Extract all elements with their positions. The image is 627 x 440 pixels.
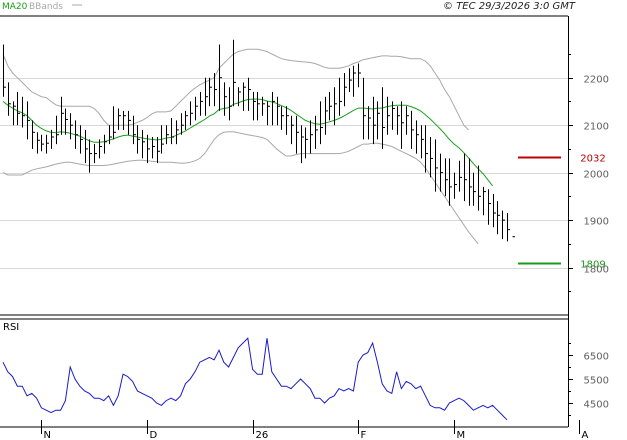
time-axis: N D 26 F M A [41,420,589,440]
time-axis-tick-label: D [150,430,158,440]
bollinger-bands [2,48,479,245]
time-axis-tick-label: N [44,430,51,440]
legend: MA20 BBands [2,2,82,12]
rsi-y-tick-label: 6500 [584,352,609,363]
time-axis-tick-label: M [457,430,466,440]
time-axis-tick-label: A [582,430,589,440]
time-axis-tick-label: 26 [256,430,269,440]
ma20-line [2,98,493,187]
price-levels: 2032 1809 [518,154,606,271]
ohlc-bars [3,39,515,242]
price-y-tick-label: 2000 [584,170,609,181]
lower-band-line [2,131,479,245]
legend-bbands: BBands [29,2,63,12]
price-y-tick-label: 2100 [584,122,609,133]
resistance-level-label: 2032 [580,154,605,165]
rsi-title: RSI [3,322,19,333]
support-level-label: 1809 [580,260,605,271]
price-y-tick-label: 1900 [584,217,609,228]
time-axis-tick-label: F [361,430,367,440]
rsi-y-axis: 4500 5500 6500 [568,343,609,416]
price-y-tick-label: 1800 [584,265,609,276]
rsi-polyline [2,337,508,421]
price-y-tick-label: 2200 [584,75,609,86]
rsi-y-tick-label: 5500 [584,376,609,387]
price-y-axis: 1800 1900 2000 2100 2200 [568,54,609,292]
upper-band-line [2,48,469,131]
ma20-polyline [2,98,493,187]
copyright-timestamp: © TEC 29/3/2026 3:0 GMT [443,1,576,12]
rsi-line [2,337,508,421]
legend-ma20: MA20 [2,2,28,12]
rsi-y-tick-label: 4500 [584,400,609,411]
